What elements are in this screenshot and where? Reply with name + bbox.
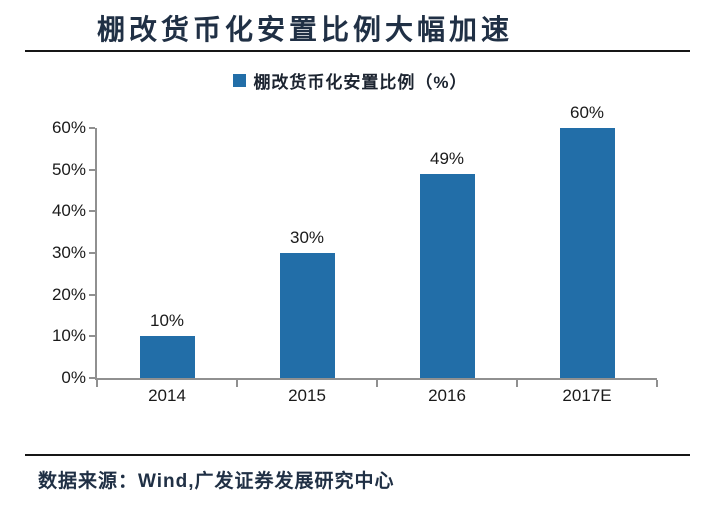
bar-2017E (559, 128, 615, 378)
bar-2016 (419, 173, 475, 378)
legend-label: 棚改货币化安置比例（%） (253, 73, 468, 92)
y-axis-tick-mark (89, 127, 95, 129)
y-axis-tick-label: 20% (51, 284, 86, 304)
bar-value-label: 10% (149, 311, 185, 331)
data-source: 数据来源：Wind,广发证券发展研究中心 (38, 471, 395, 492)
y-axis-tick-mark (89, 293, 95, 296)
y-axis-tick-label: 40% (51, 201, 86, 221)
x-axis-category-label: 2017E (562, 386, 612, 405)
title-divider (25, 50, 690, 52)
x-axis-tick-mark (376, 380, 378, 387)
y-axis-tick-mark (89, 377, 95, 379)
x-axis-tick-mark (516, 380, 518, 387)
footer-divider (25, 454, 690, 456)
y-axis-tick-label: 0% (61, 368, 86, 387)
y-axis-tick-mark (89, 335, 95, 338)
y-axis-tick-label: 50% (51, 159, 86, 179)
bar-value-label: 30% (289, 228, 325, 247)
x-axis-tick-mark (236, 380, 238, 387)
x-axis-tick-mark (656, 380, 658, 387)
bar-2015 (279, 253, 335, 378)
y-axis-tick-mark (89, 252, 95, 254)
x-axis-category-label: 2015 (288, 386, 326, 405)
legend-swatch-icon (233, 74, 247, 87)
y-axis-tick-mark (89, 168, 95, 171)
y-axis-tick-mark (89, 210, 95, 213)
x-axis-tick-mark (96, 380, 98, 387)
y-axis-tick-label: 60% (51, 118, 86, 137)
legend: 棚改货币化安置比例（%） (0, 68, 701, 93)
y-axis-tick-label: 10% (51, 326, 86, 346)
bar-2014 (139, 336, 195, 378)
bar-value-label: 49% (429, 148, 465, 168)
x-axis-category-label: 2016 (428, 386, 466, 405)
y-axis-tick-label: 30% (51, 243, 86, 262)
page-title: 棚改货币化安置比例大幅加速 (96, 14, 513, 45)
bar-chart-plot-area: 0% 10% 20% 30% 40% 50% 60% 10% 2014 30% 2015 49% 201… (52, 103, 658, 405)
bar-value-label: 60% (569, 103, 605, 122)
x-axis-category-label: 2014 (148, 386, 186, 405)
